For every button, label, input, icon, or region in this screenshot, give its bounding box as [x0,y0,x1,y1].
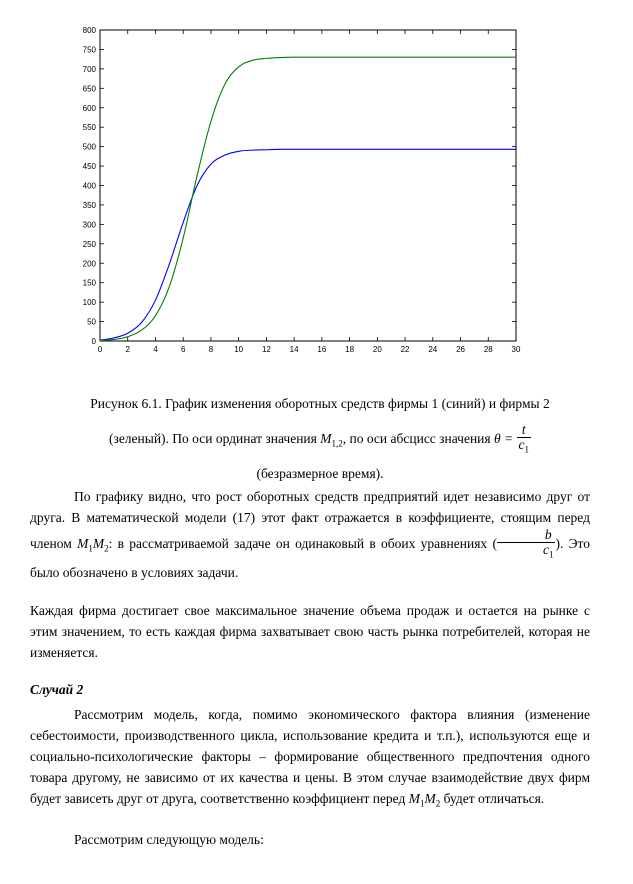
y-tick-label: 500 [83,143,97,152]
symbol-m1: M [408,791,420,806]
figure-caption-line-2: (зеленый). По оси ординат значения M1,2,… [40,423,600,457]
series-line-1 [99,148,516,341]
x-tick-label: 24 [428,345,437,354]
symbol-m1: M [77,535,89,551]
paragraph-text: : в рассматриваемой задаче он одинаковый… [108,535,497,551]
x-tick-label: 6 [181,345,186,354]
x-tick-label: 2 [126,345,131,354]
x-tick-label: 0 [98,345,103,354]
symbol-theta: θ = [494,430,514,446]
x-tick-label: 8 [209,345,214,354]
plot-frame [99,29,517,342]
symbol-m: M [320,430,332,446]
x-tick-label: 22 [401,345,410,354]
x-tick-label: 14 [290,345,299,354]
y-tick-label: 150 [83,279,97,288]
y-tick-label: 100 [83,298,97,307]
symbol-m2: M [92,535,105,551]
y-tick-label: 650 [83,84,97,93]
subscript-1: 1 [88,543,93,554]
symbol-m-subscript: 1,2 [331,438,343,449]
y-tick-label: 800 [83,26,97,35]
x-tick-label: 26 [456,345,465,354]
y-tick-label: 600 [83,104,97,113]
symbol-c-subscript: 1 [524,444,530,455]
x-tick-label: 4 [153,345,158,354]
paragraph-text: Рассмотрим модель, когда, помимо экономи… [30,707,590,806]
symbol-c: c [518,437,525,452]
y-tick-label: 200 [83,259,97,268]
fraction-numerator: t [516,423,531,438]
y-tick-label: 550 [83,123,97,132]
symbol-c: c [542,542,549,557]
figure-caption-line-3: (безразмерное время). [256,466,384,481]
x-tick-label: 16 [317,345,326,354]
paragraph-text: будет отличаться. [443,791,545,806]
paragraph-text: По графику видно, что рост оборотных сре… [30,489,590,551]
x-tick-label: 20 [373,345,382,354]
paragraph-1: По графику видно, что рост оборотных сре… [30,486,590,583]
x-tick-label: 28 [484,345,493,354]
paragraph-2: Каждая фирма достигает свое максимальное… [30,603,590,660]
y-tick-label: 350 [83,201,97,210]
y-tick-label: 750 [83,45,97,54]
symbol-m2: M [424,791,436,806]
y-tick-label: 250 [83,240,97,249]
y-tick-label: 700 [83,65,97,74]
fraction-t-over-c1: t c1 [516,423,532,457]
y-tick-label: 450 [83,162,97,171]
x-tick-label: 30 [512,345,521,354]
subscript-2: 2 [435,798,441,809]
caption-text: , по оси абсцисс значения [342,430,491,446]
figure-caption-line-1: Рисунок 6.1. График изменения оборотных … [90,396,550,411]
symbol-c-subscript: 1 [548,549,554,560]
subscript-2: 2 [104,543,109,554]
x-tick-label: 10 [234,345,243,354]
fraction-b-over-c1: b c1 [496,528,556,562]
section-heading: Случай 2 [30,682,84,697]
paragraph-text: ). Это было обозначено в условиях задачи… [30,535,590,580]
series-line-2 [99,56,516,342]
line-chart: 0 2 4 6 8 10 12 14 16 18 20 22 24 26 28 300501001502002… [83,26,521,354]
fraction-denominator: c1 [497,543,556,562]
caption-text: (зеленый). По оси ординат значения [108,430,317,446]
y-tick-label: 0 [92,337,97,346]
x-tick-label: 12 [262,345,271,354]
paragraph-3: Рассмотрим модель, когда, помимо экономи… [30,704,590,815]
fraction-denominator: c1 [517,438,532,457]
chart-series [99,56,516,342]
y-tick-label: 400 [83,182,97,191]
subscript-1: 1 [420,798,425,809]
paragraph-4: Рассмотрим следующую модель: [74,832,264,847]
fraction-numerator: b [496,528,556,543]
y-tick-label: 50 [87,318,96,327]
y-tick-label: 300 [83,220,97,229]
chart-axes: 0 2 4 6 8 10 12 14 16 18 20 22 24 26 28 300501001502002… [83,26,521,354]
x-tick-label: 18 [345,345,354,354]
